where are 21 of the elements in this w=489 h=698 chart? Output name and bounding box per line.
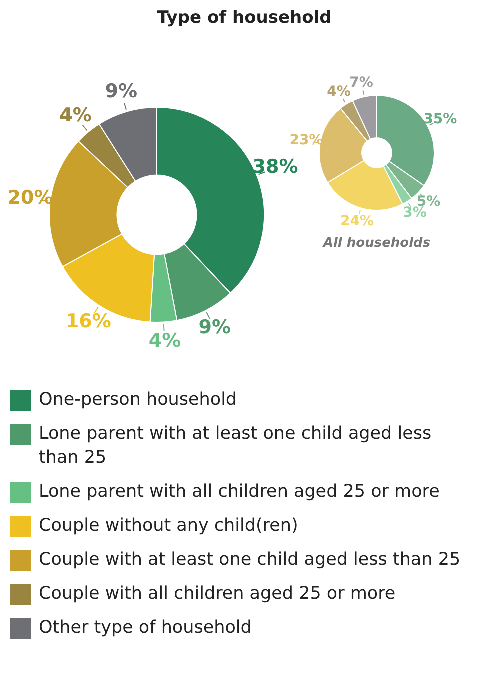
- data-label: 4%: [327, 84, 351, 100]
- data-label: 16%: [66, 310, 112, 333]
- legend-label: Lone parent with at least one child aged less than 25: [39, 423, 433, 470]
- data-label: 23%: [290, 132, 324, 148]
- text: All households: [322, 236, 432, 251]
- data-label: 4%: [60, 104, 92, 127]
- data-label: 7%: [350, 74, 374, 91]
- legend-label: Couple without any child(ren): [39, 515, 300, 538]
- data-label: 9%: [198, 316, 232, 339]
- legend-label: Couple with at least one child aged less than 25: [39, 549, 462, 572]
- chart-title: Type of household: [156, 8, 333, 28]
- legend-label: Couple with all children aged 25 or more: [39, 583, 397, 606]
- data-label: 24%: [340, 213, 374, 230]
- legend-label: Other type of household: [39, 617, 253, 640]
- data-label: 9%: [105, 80, 138, 102]
- data-label: 35%: [424, 111, 458, 128]
- legend-label: One-person household: [39, 389, 238, 412]
- data-label: 4%: [148, 330, 182, 352]
- data-label: 20%: [8, 186, 54, 209]
- data-label: 38%: [252, 156, 298, 178]
- legend-label: Lone parent with all children aged 25 or more: [39, 481, 441, 504]
